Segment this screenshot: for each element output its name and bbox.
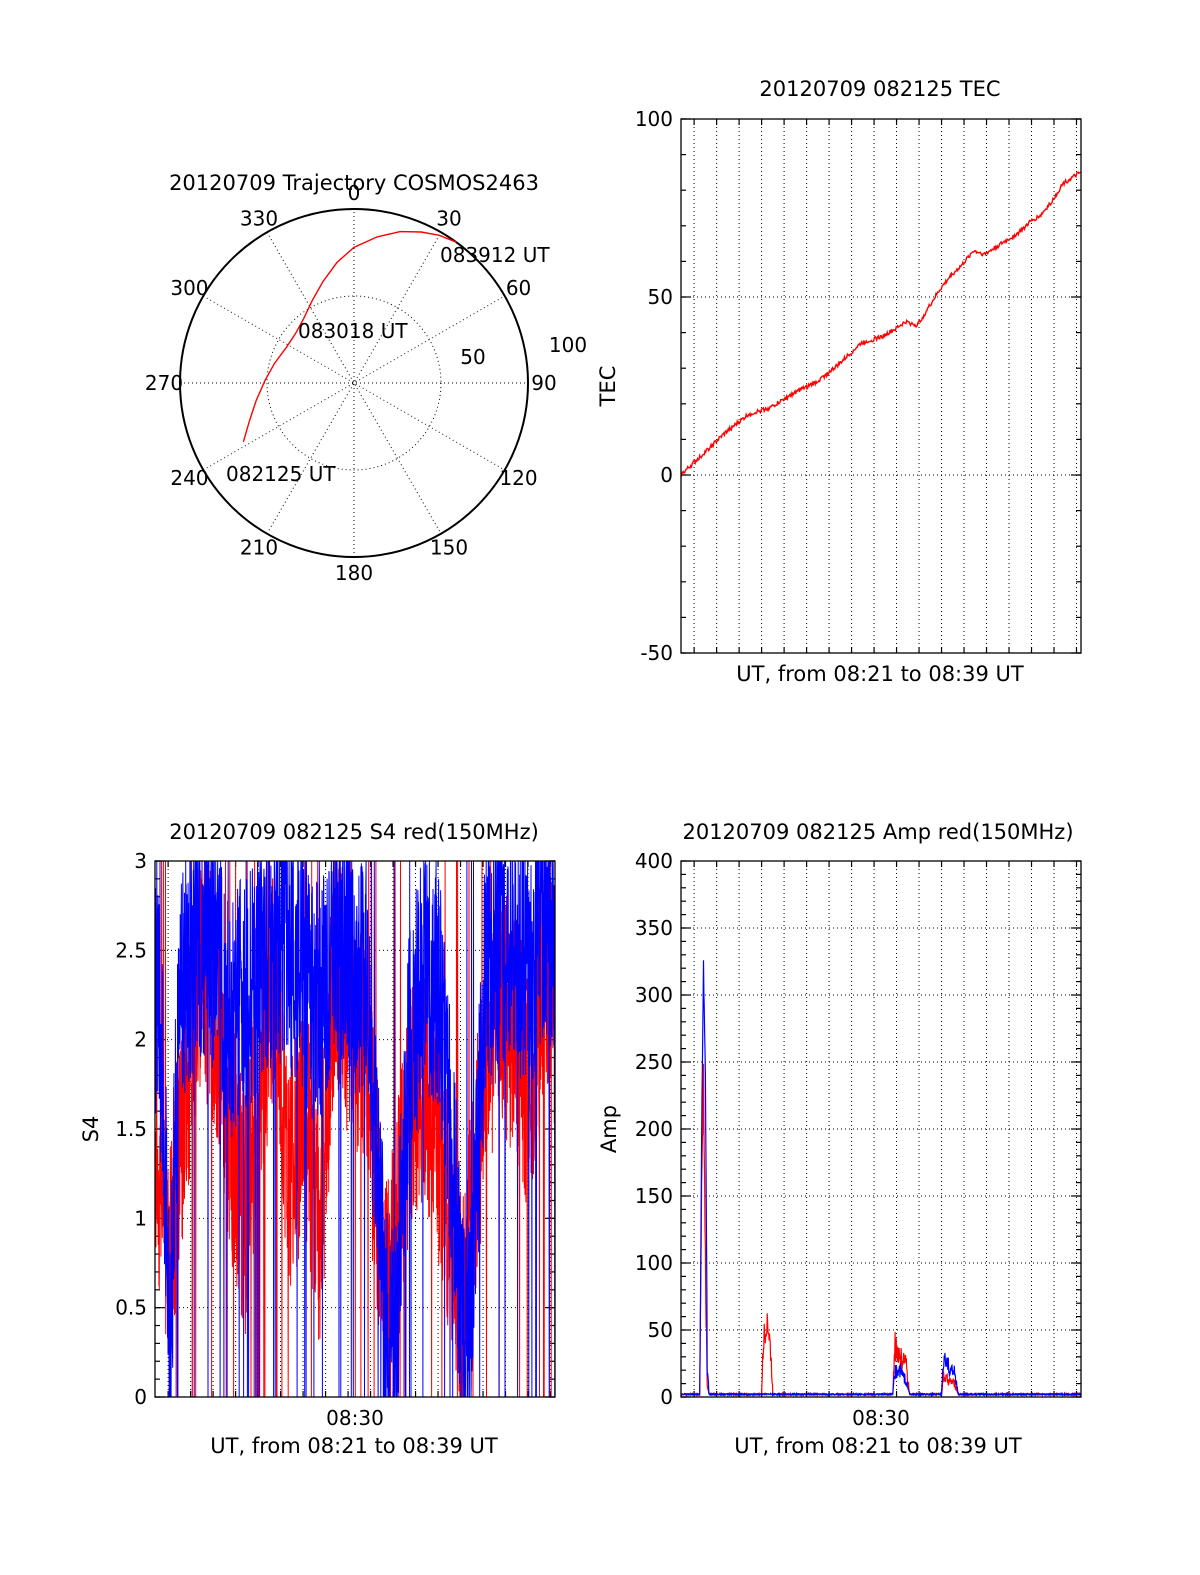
tec-grid: [681, 118, 1081, 654]
y-tick-label: 50: [648, 1318, 673, 1342]
y-tick-label: 0: [660, 1385, 673, 1409]
trajectory-track-line: [242, 230, 457, 442]
tec-panel: 20120709 082125 TEC -50 0 50 100 TEC UT, fr…: [596, 77, 1082, 686]
y-tick-label: 100: [635, 107, 673, 131]
polar-angle-label: 90: [531, 371, 556, 395]
tec-series: [680, 171, 1082, 478]
y-tick-label: 2.5: [115, 938, 147, 962]
series-line-red: [680, 1063, 1082, 1398]
trajectory-title: 20120709 Trajectory COSMOS2463: [169, 171, 539, 195]
track-start-label: 082125 UT: [226, 462, 336, 486]
y-tick-label: 350: [635, 916, 673, 940]
polar-grid: [180, 209, 528, 557]
polar-angle-label: 330: [240, 206, 278, 230]
amp-y-ticks: 0 50 100 150 200 250 300 350 400: [635, 849, 673, 1409]
series-line-red: [680, 171, 1082, 478]
y-tick-label: 0: [134, 1385, 147, 1409]
tec-x-axis-label: UT, from 08:21 to 08:39 UT: [736, 662, 1024, 686]
y-tick-label: -50: [640, 641, 673, 665]
s4-x-tick-0830: 08:30: [326, 1406, 384, 1430]
y-tick-label: 0.5: [115, 1296, 147, 1320]
trajectory-panel: 20120709 Trajectory COSMOS2463 0 30 60 90 12…: [145, 171, 587, 585]
polar-angle-label: 210: [240, 536, 278, 560]
track-mid-label: 083018 UT: [298, 319, 408, 343]
amp-grid: [681, 860, 1081, 1398]
polar-angle-label: 30: [436, 206, 461, 230]
polar-angle-label: 300: [170, 276, 208, 300]
s4-panel: 20120709 082125 S4 red(150MHz) 0 0.5 1 1.5 2…: [79, 820, 556, 1458]
y-tick-label: 250: [635, 1050, 673, 1074]
y-tick-label: 150: [635, 1184, 673, 1208]
polar-angle-label: 270: [145, 371, 183, 395]
y-tick-label: 200: [635, 1117, 673, 1141]
s4-plot-frame: [154, 860, 556, 1398]
amp-x-tick-0830: 08:30: [852, 1406, 910, 1430]
amp-y-axis-label: Amp: [597, 1105, 621, 1153]
tec-plot-frame: [680, 118, 1082, 654]
series-line-red: [154, 860, 556, 1398]
s4-y-axis-label: S4: [79, 1116, 103, 1143]
polar-angle-label: 120: [499, 466, 537, 490]
amp-panel: 20120709 082125 Amp red(150MHz) 0 50 100 15…: [597, 820, 1082, 1458]
y-tick-label: 2: [134, 1028, 147, 1052]
s4-y-ticks: 0 0.5 1 1.5 2 2.5 3: [115, 849, 147, 1409]
y-tick-label: 400: [635, 849, 673, 873]
tec-title: 20120709 082125 TEC: [759, 77, 1000, 101]
series-line-blue: [680, 960, 1082, 1398]
y-tick-label: 100: [635, 1251, 673, 1275]
amp-title: 20120709 082125 Amp red(150MHz): [682, 820, 1073, 844]
polar-angle-label: 60: [506, 276, 531, 300]
y-tick-label: 0: [660, 463, 673, 487]
polar-angle-label: 240: [170, 466, 208, 490]
tec-y-ticks: -50 0 50 100: [635, 107, 673, 665]
polar-outer-circle: [179, 208, 529, 558]
polar-angle-label: 180: [335, 561, 373, 585]
s4-title: 20120709 082125 S4 red(150MHz): [169, 820, 539, 844]
y-tick-label: 1.5: [115, 1117, 147, 1141]
tec-y-axis-label: TEC: [596, 366, 620, 408]
track-end-label: 083912 UT: [440, 243, 550, 267]
y-tick-label: 3: [134, 849, 147, 873]
polar-angle-label: 150: [430, 536, 468, 560]
polar-radius-label-50: 50: [460, 345, 485, 369]
polar-radius-label-100: 100: [549, 333, 587, 357]
amp-x-axis-label: UT, from 08:21 to 08:39 UT: [734, 1434, 1022, 1458]
y-tick-label: 1: [134, 1206, 147, 1230]
s4-x-axis-label: UT, from 08:21 to 08:39 UT: [210, 1434, 498, 1458]
polar-angle-label: 0: [348, 181, 361, 205]
y-tick-label: 50: [648, 285, 673, 309]
amp-series: [680, 960, 1082, 1398]
amp-plot-frame: [680, 860, 1082, 1398]
polar-angle-labels: 0 30 60 90 120 150 180 210 240 270 300 330: [145, 181, 557, 585]
y-tick-label: 300: [635, 983, 673, 1007]
